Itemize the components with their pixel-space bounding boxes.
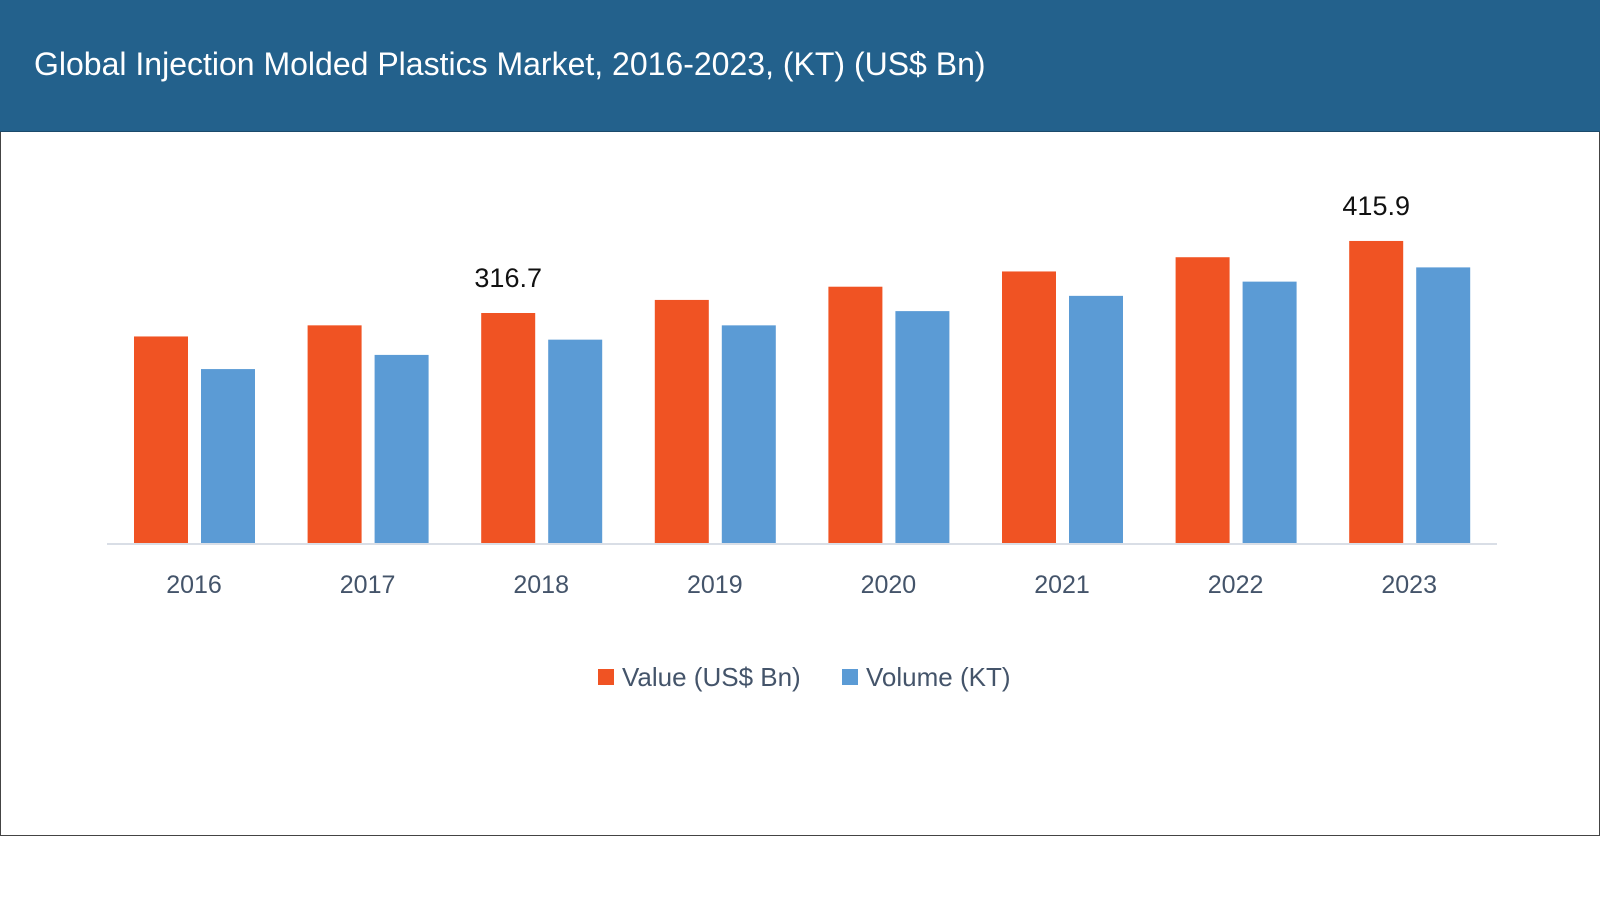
bar-value-2018 (481, 313, 536, 543)
data-label: 415.9 (1342, 191, 1410, 221)
data-label: 316.7 (474, 263, 542, 293)
x-tick-label: 2019 (687, 571, 743, 599)
bar-value-2021 (1002, 271, 1056, 543)
legend-swatch (598, 669, 614, 685)
bar-volume-2017 (374, 354, 429, 543)
legend-label: Volume (KT) (866, 662, 1011, 692)
x-tick-label: 2017 (340, 571, 396, 599)
bar-value-2020 (828, 286, 883, 543)
bar-volume-2018 (548, 339, 603, 543)
chart-header: Global Injection Molded Plastics Market,… (0, 0, 1600, 132)
chart-title: Global Injection Molded Plastics Market,… (34, 46, 986, 82)
bar-volume-2023 (1416, 267, 1471, 543)
legend-label: Value (US$ Bn) (622, 662, 801, 692)
x-tick-label: 2023 (1381, 571, 1437, 599)
bar-value-2016 (134, 336, 188, 543)
bar-volume-2016 (201, 369, 255, 543)
x-tick-label: 2018 (513, 571, 569, 599)
x-tick-label: 2016 (166, 571, 222, 599)
x-tick-label: 2022 (1208, 571, 1264, 599)
bar-value-2023 (1349, 240, 1404, 543)
bar-volume-2020 (895, 311, 950, 543)
bar-volume-2022 (1242, 281, 1297, 543)
bar-value-2019 (654, 299, 709, 543)
bar-volume-2019 (721, 325, 776, 543)
bar-volume-2021 (1069, 295, 1123, 543)
x-tick-label: 2021 (1034, 571, 1090, 599)
legend-swatch (842, 669, 858, 685)
x-tick-label: 2020 (861, 571, 917, 599)
bar-value-2022 (1175, 257, 1230, 543)
bar-value-2017 (307, 325, 362, 543)
